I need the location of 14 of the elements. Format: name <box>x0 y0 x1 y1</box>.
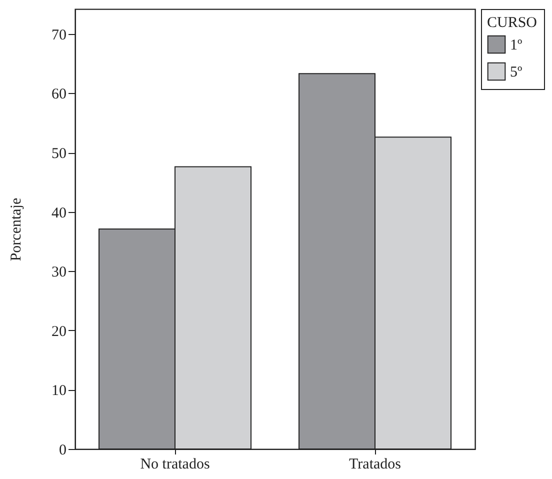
y-tick-label: 40 <box>52 205 66 222</box>
y-tick-label: 10 <box>52 383 66 400</box>
y-tick-label: 70 <box>52 27 66 44</box>
y-tick-label: 60 <box>52 86 66 103</box>
y-tick-label: 30 <box>52 264 66 281</box>
y-tick-label: 20 <box>52 324 66 340</box>
y-axis-title: Porcentaje <box>8 198 24 262</box>
x-tick-label: Tratados <box>349 456 402 472</box>
legend-label: 1º <box>510 38 522 54</box>
y-tick-label: 50 <box>52 146 66 162</box>
y-tick-label: 0 <box>59 442 66 458</box>
legend-label: 5º <box>510 64 522 80</box>
x-tick-label: No tratados <box>140 456 210 472</box>
legend-title: CURSO <box>487 15 538 31</box>
